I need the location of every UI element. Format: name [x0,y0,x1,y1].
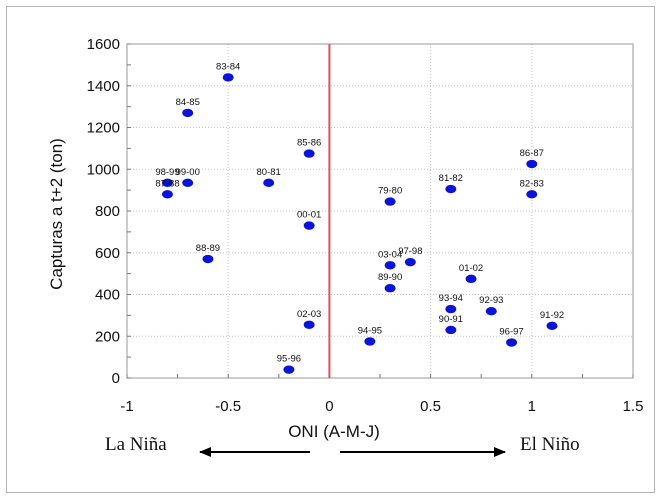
data-point-label: 94-95 [358,325,382,336]
tick-marks: 0 200 400 600 800 1000 1200 1400 1600 -1 -0.5 0 0.5 1… [87,36,644,415]
y-tick-label: 1200 [87,120,120,137]
y-tick-label: 1000 [87,161,120,178]
data-point-label: 02-03 [297,309,321,320]
x-tick-label: 1.5 [623,398,644,415]
y-tick-label: 1400 [87,78,120,95]
data-point [182,178,194,188]
data-point [161,190,173,199]
el-nino-label: El Niño [520,434,580,455]
data-point-label: 88-89 [196,243,220,254]
data-point [546,321,558,331]
y-tick-label: 1600 [87,36,120,53]
data-point [202,254,214,264]
data-point [526,159,538,169]
data-point-label: 97-98 [398,246,422,257]
x-tick-label: -0.5 [215,398,241,415]
chart-frame [6,6,655,493]
data-point-label: 03-04 [378,249,402,260]
y-tick-label: 800 [95,203,120,220]
data-point-label: 86-87 [520,148,544,159]
data-point-label: 89-90 [378,272,402,283]
data-point [222,73,234,82]
y-axis-title: Capturas a t+2 (ton) [47,138,66,290]
data-point [465,274,477,284]
x-tick-label: -1 [120,398,133,415]
data-point-label: 92-93 [479,295,503,306]
data-point-label: 84-85 [176,97,200,108]
data-point [303,149,315,158]
data-point [445,325,457,335]
y-tick-label: 0 [112,370,120,387]
data-point-label: 83-84 [216,61,240,72]
data-point [445,184,457,194]
data-point-label: 93-94 [439,293,463,304]
y-tick-label: 400 [95,287,120,304]
data-point-label: 82-83 [520,178,544,189]
data-point [384,197,396,206]
data-point-label: 91-92 [540,310,564,321]
y-tick-label: 600 [95,245,120,262]
la-nina-label: La Niña [105,434,167,455]
data-point-label: 00-01 [297,210,321,221]
x-tick-label: 0 [325,398,333,415]
data-point [161,178,173,188]
y-tick-label: 200 [95,328,120,345]
data-point [445,304,457,314]
x-tick-label: 0.5 [420,398,441,415]
data-point-label: 90-91 [439,314,463,325]
x-axis-title: ONI (A-M-J) [288,422,380,441]
data-point-label: 96-97 [499,327,523,338]
data-point-label: 98-99 [155,167,179,178]
data-point-label: 79-80 [378,186,402,197]
data-point [303,320,315,329]
data-point [485,307,497,316]
data-point [283,365,295,374]
data-point [182,108,194,118]
data-point [506,338,518,347]
data-point [404,257,416,267]
data-point-label: 01-02 [459,263,483,274]
data-point-label: 81-82 [439,173,463,184]
data-point [526,190,538,199]
data-point-label: 87-88 [155,178,179,189]
data-point-label: 80-81 [257,167,281,178]
data-point [384,284,396,293]
data-point [364,337,376,346]
data-point [303,221,315,230]
data-point-label: 99-00 [176,167,200,178]
x-tick-label: 1 [528,398,536,415]
data-point-label: 95-96 [277,354,301,365]
data-point-label: 85-86 [297,138,321,149]
data-point [384,261,396,270]
data-point [263,178,275,188]
